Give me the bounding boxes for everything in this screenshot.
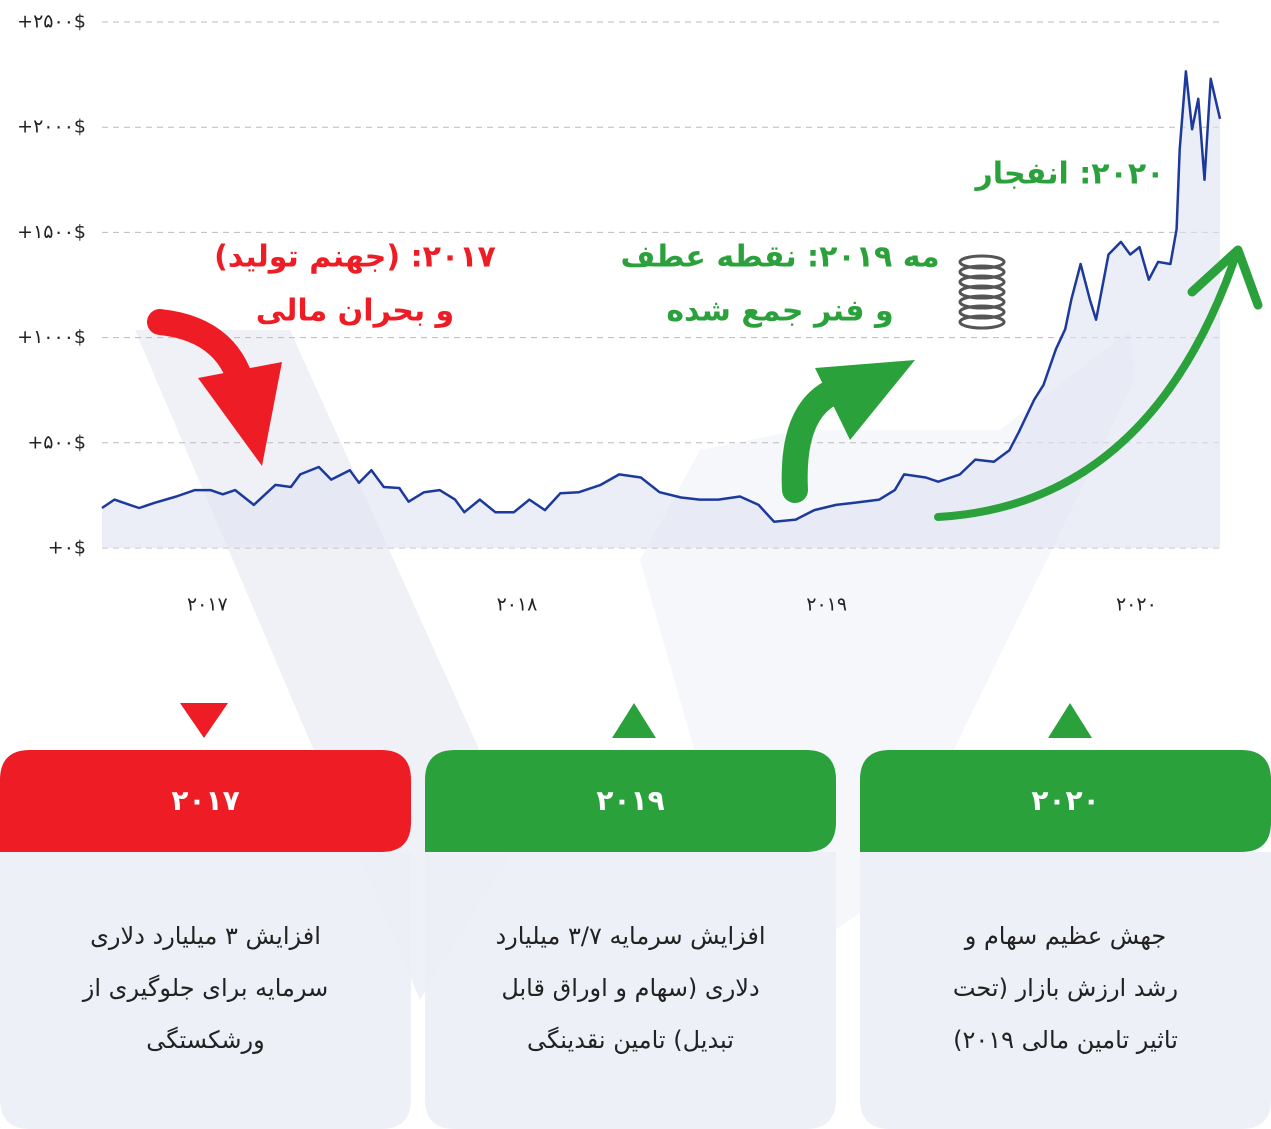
card-text: افزایش ۳ میلیارد دلاری (90, 922, 321, 950)
y-tick-label: +۲۵۰۰$ (17, 11, 86, 33)
card: ۲۰۲۰ جهش عظیم سهام و رشد ارزش بازار (تحت تا… (860, 750, 1271, 1129)
y-tick-label: +۱۰۰۰$ (17, 326, 86, 348)
y-tick-label: +۲۰۰۰$ (17, 116, 86, 138)
page: +۰$ +۵۰۰$ +۱۰۰۰$ +۱۵۰۰$ +۲۰۰۰$ +۲۵۰۰$ ۲۰۱۷ ۲۰۱۸… (0, 0, 1271, 1129)
spring-icon (960, 256, 1004, 328)
down-marker (180, 703, 228, 738)
annotation: و فنر جمع شده (666, 294, 893, 329)
chart: +۰$ +۵۰۰$ +۱۰۰۰$ +۱۵۰۰$ +۲۰۰۰$ +۲۵۰۰$ ۲۰۱۷ ۲۰۱۸… (0, 0, 1271, 1129)
plot: +۰$ +۵۰۰$ +۱۰۰۰$ +۱۵۰۰$ +۲۰۰۰$ +۲۵۰۰$ ۲۰۱۷ ۲۰۱۸… (17, 11, 1220, 616)
card-title: ۲۰۱۷ (171, 784, 239, 817)
card-text: ورشکستگی (146, 1026, 264, 1054)
x-tick-label: ۲۰۱۷ (187, 594, 228, 616)
y-tick-label: +۵۰۰$ (27, 431, 86, 453)
annotation: مه ۲۰۱۹: نقطه عطف (620, 240, 939, 275)
up-marker (612, 703, 656, 738)
up-marker (1048, 703, 1092, 738)
y-tick-label: +۰$ (48, 537, 86, 559)
annotation: ۲۰۱۷: (جهنم تولید) (214, 240, 496, 275)
card-text: تبدیل) تامین نقدینگی (527, 1026, 734, 1054)
x-tick-label: ۲۰۲۰ (1116, 594, 1157, 616)
annotation: ۲۰۲۰: انفجار (974, 157, 1165, 192)
card-text: افزایش سرمایه ۳/۷ میلیارد (495, 922, 765, 950)
card-text: رشد ارزش بازار (تحت (953, 974, 1178, 1002)
card: ۲۰۱۹ افزایش سرمایه ۳/۷ میلیارد دلاری (سهام… (425, 750, 836, 1129)
y-tick-label: +۱۵۰۰$ (17, 221, 86, 243)
card-text: دلاری (سهام و اوراق قابل (501, 974, 759, 1002)
annotation: و بحران مالی (256, 294, 454, 329)
card-title: ۲۰۲۰ (1031, 784, 1099, 817)
x-tick-label: ۲۰۱۸ (497, 594, 538, 616)
x-tick-label: ۲۰۱۹ (806, 594, 847, 616)
card-text: جهش عظیم سهام و (964, 922, 1167, 950)
card-text: تاثیر تامین مالی ۲۰۱۹) (953, 1026, 1178, 1054)
card: ۲۰۱۷ افزایش ۳ میلیارد دلاری سرمایه برای جل… (0, 750, 411, 1129)
card-text: سرمایه برای جلوگیری از (82, 974, 328, 1002)
card-title: ۲۰۱۹ (596, 784, 664, 817)
